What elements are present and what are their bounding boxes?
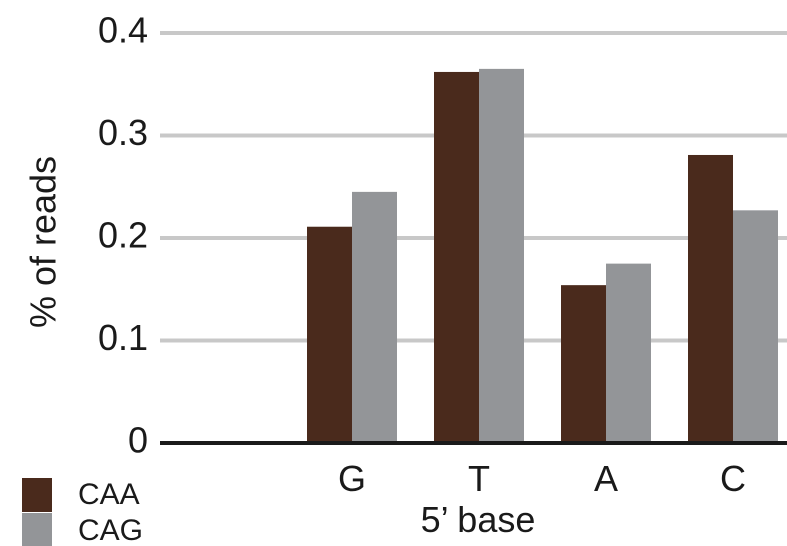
legend-swatch-caa — [22, 478, 52, 512]
x-tick-label: T — [468, 458, 490, 499]
bars — [307, 68, 778, 443]
bar-caa-a — [561, 285, 606, 443]
bar-caa-c — [688, 154, 733, 443]
legend-label-caa: CAA — [78, 478, 140, 511]
x-axis-label: 5’ base — [421, 499, 536, 540]
y-tick-label: 0.3 — [98, 112, 148, 153]
y-tick-label: 0.2 — [98, 215, 148, 256]
legend-label-cag: CAG — [78, 514, 143, 546]
bar-cag-a — [606, 263, 651, 443]
bar-caa-g — [307, 226, 352, 443]
y-tick-label: 0.4 — [98, 10, 148, 51]
x-tick-label: C — [720, 458, 746, 499]
bar-cag-c — [733, 210, 778, 443]
y-tick-label: 0.1 — [98, 317, 148, 358]
legend-swatch-cag — [22, 513, 52, 546]
bar-caa-t — [434, 71, 479, 443]
bar-cag-t — [479, 68, 524, 443]
y-tick-label: 0 — [128, 420, 148, 461]
y-axis-label: % of reads — [23, 156, 64, 328]
x-tick-label: A — [594, 458, 618, 499]
bar-cag-g — [352, 191, 397, 443]
x-tick-label: G — [338, 458, 366, 499]
legend: CAA CAG — [22, 478, 143, 546]
y-tick-labels: 0 0.1 0.2 0.3 0.4 — [98, 10, 148, 461]
